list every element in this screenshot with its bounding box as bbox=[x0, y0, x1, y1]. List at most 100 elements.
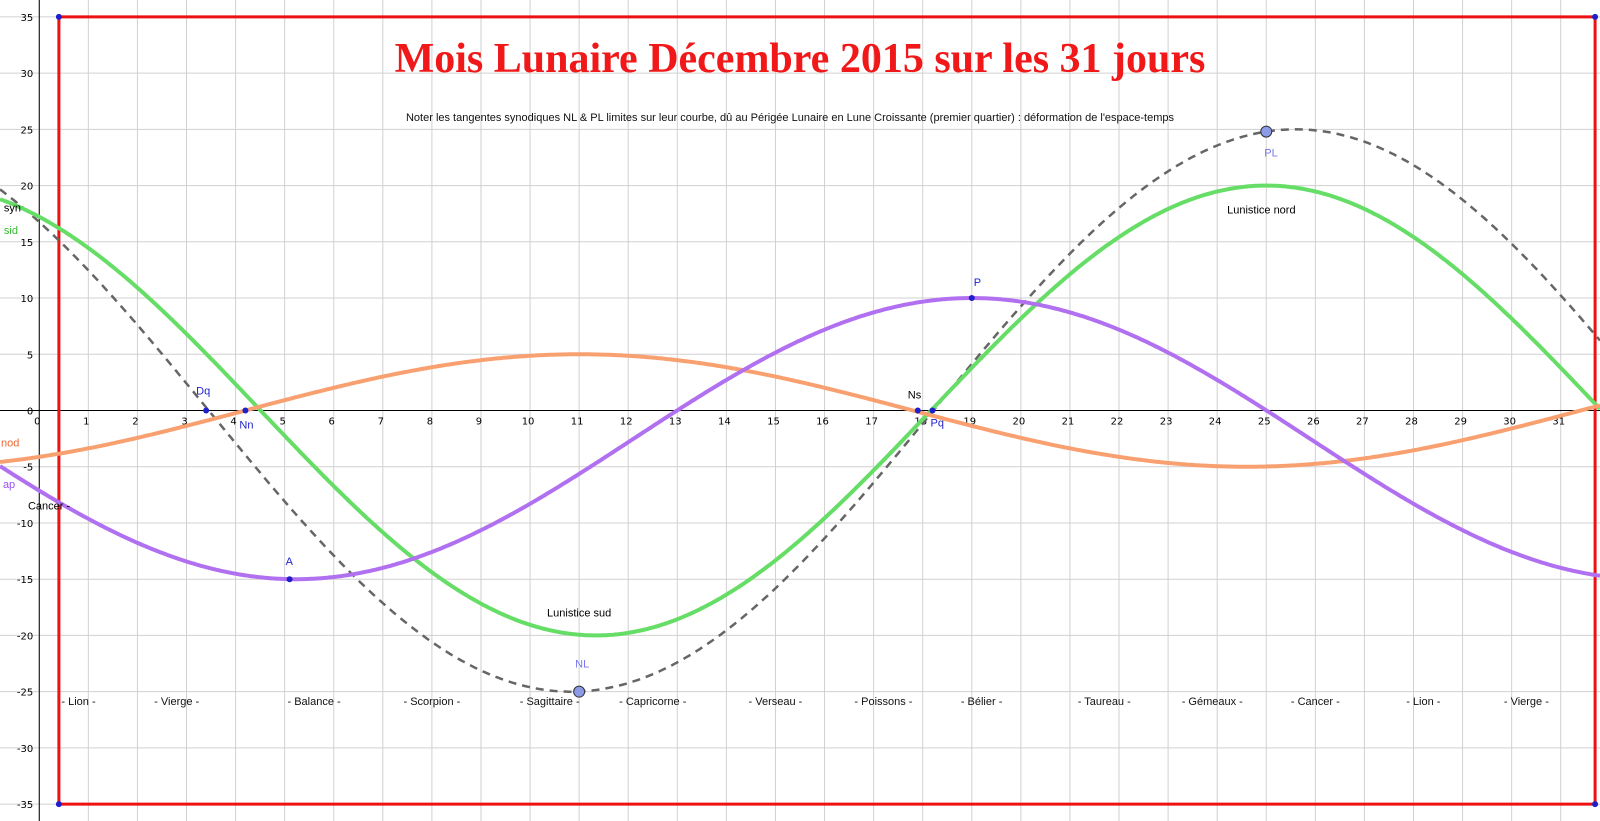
frame-corner-point bbox=[55, 801, 62, 808]
y-tick-label: 15 bbox=[21, 238, 34, 249]
y-tick-label: 30 bbox=[21, 69, 34, 80]
point-label-nl: NL bbox=[575, 659, 589, 671]
point-dq bbox=[203, 407, 210, 414]
y-tick-label: 5 bbox=[27, 350, 33, 361]
zodiac-label: - Lion - bbox=[61, 696, 96, 708]
x-tick-label: 30 bbox=[1503, 417, 1516, 428]
y-tick-label: -35 bbox=[17, 800, 33, 811]
x-tick-label: 2 bbox=[132, 417, 138, 428]
series-label-sid: sid bbox=[4, 225, 18, 237]
zodiac-label: - Vierge - bbox=[1504, 696, 1549, 708]
zodiac-label: - Lion - bbox=[1406, 696, 1441, 708]
x-tick-label: 16 bbox=[816, 417, 829, 428]
point-p bbox=[968, 295, 975, 302]
point-label-ns: Ns bbox=[908, 390, 922, 402]
x-tick-label: 15 bbox=[767, 417, 780, 428]
zodiac-label: - Verseau - bbox=[749, 696, 803, 708]
y-tick-label: -20 bbox=[17, 631, 33, 642]
frame-rect bbox=[57, 15, 1597, 806]
point-pq bbox=[929, 407, 936, 414]
point-label-pq: Pq bbox=[931, 418, 944, 430]
y-tick-label: 25 bbox=[21, 125, 34, 136]
y-tick-label: 10 bbox=[21, 294, 34, 305]
x-tick-label: 22 bbox=[1111, 417, 1124, 428]
zodiac-label: - Sagittaire - bbox=[520, 696, 580, 708]
x-tick-label: 14 bbox=[718, 417, 731, 428]
zodiac-label: - Balance - bbox=[288, 696, 342, 708]
y-tick-label: -25 bbox=[17, 688, 33, 699]
x-tick-label: 10 bbox=[522, 417, 535, 428]
y-tick-label: 35 bbox=[21, 13, 34, 24]
point-a bbox=[286, 576, 293, 583]
y-tick-labels: -35 -30 -25 -20 -15 -10 -5 0 5 10 15 20 25 30 35 bbox=[17, 13, 33, 811]
series-label-ap: ap bbox=[3, 479, 15, 491]
annotation: Cancer - bbox=[28, 500, 71, 512]
series-sid-line bbox=[0, 183, 1600, 638]
x-tick-label: 4 bbox=[230, 417, 236, 428]
x-tick-label: 31 bbox=[1552, 417, 1565, 428]
y-tick-label: 0 bbox=[27, 407, 33, 418]
point-label-nn: Nn bbox=[239, 420, 253, 432]
x-tick-label: 29 bbox=[1454, 417, 1467, 428]
x-tick-label: 3 bbox=[181, 417, 187, 428]
x-tick-labels: 0 1 2 3 4 5 6 7 8 9 10 11 12 13 14 15 16 17 18 19 20 21 22 23 24… bbox=[34, 417, 1565, 428]
x-tick-label: 21 bbox=[1062, 417, 1075, 428]
y-tick-label: 20 bbox=[21, 182, 34, 193]
annotation: Lunistice nord bbox=[1227, 205, 1296, 217]
y-tick-label: -10 bbox=[17, 519, 33, 530]
point-pl bbox=[1260, 125, 1273, 138]
x-tick-label: 17 bbox=[865, 417, 878, 428]
zodiac-label: - Poissons - bbox=[854, 696, 912, 708]
x-tick-label: 11 bbox=[571, 417, 584, 428]
series-nod-line bbox=[0, 352, 1600, 469]
x-tick-label: 1 bbox=[83, 417, 89, 428]
x-tick-label: 7 bbox=[378, 417, 384, 428]
frame-corner-point bbox=[1592, 801, 1599, 808]
point-label-p: P bbox=[974, 277, 981, 289]
frame-corner-point bbox=[55, 13, 62, 20]
x-tick-label: 27 bbox=[1356, 417, 1369, 428]
points: Dq Nn A NL Ns Pq P PL bbox=[196, 125, 1278, 698]
zodiac-label: - Capricorne - bbox=[619, 696, 687, 708]
annotation: Lunistice sud bbox=[547, 607, 611, 619]
y-tick-label: -15 bbox=[17, 575, 33, 586]
point-nl bbox=[573, 685, 586, 698]
x-tick-label: 5 bbox=[279, 417, 285, 428]
series-ap-line bbox=[0, 296, 1600, 582]
point-label-pl: PL bbox=[1264, 148, 1277, 160]
y-tick-label: -5 bbox=[23, 463, 33, 474]
series-label-nod: nod bbox=[1, 437, 19, 449]
x-tick-label: 6 bbox=[329, 417, 335, 428]
x-tick-label: 26 bbox=[1307, 417, 1320, 428]
red-frame bbox=[55, 13, 1599, 808]
zodiac-label: - Vierge - bbox=[154, 696, 199, 708]
point-label-a: A bbox=[286, 556, 294, 568]
x-tick-label: 23 bbox=[1160, 417, 1173, 428]
annotations: Lunistice nord Lunistice sud Cancer - syn si… bbox=[1, 202, 1549, 708]
series-label-syn: syn bbox=[4, 202, 21, 214]
point-ns bbox=[914, 407, 921, 414]
point-label-dq: Dq bbox=[196, 386, 210, 398]
x-tick-label: 8 bbox=[427, 417, 433, 428]
x-tick-label: 24 bbox=[1209, 417, 1222, 428]
chart-subtitle: Noter les tangentes synodiques NL & PL l… bbox=[406, 112, 1175, 124]
zodiac-label: - Cancer - bbox=[1291, 696, 1340, 708]
x-tick-label: 13 bbox=[669, 417, 682, 428]
x-tick-label: 25 bbox=[1258, 417, 1271, 428]
zodiac-label: - Bélier - bbox=[961, 696, 1003, 708]
x-tick-label: 9 bbox=[476, 417, 482, 428]
x-tick-label: 0 bbox=[34, 417, 40, 428]
series-syn-line bbox=[0, 128, 1600, 693]
zodiac-label: - Taureau - bbox=[1078, 696, 1131, 708]
y-tick-label: -30 bbox=[17, 744, 33, 755]
x-tick-label: 12 bbox=[620, 417, 633, 428]
x-tick-label: 28 bbox=[1405, 417, 1418, 428]
zodiac-label: - Gémeaux - bbox=[1182, 696, 1243, 708]
x-tick-label: 19 bbox=[963, 417, 976, 428]
curves bbox=[0, 128, 1600, 693]
x-tick-label: 20 bbox=[1012, 417, 1025, 428]
point-nn bbox=[242, 407, 249, 414]
zodiac-label: - Scorpion - bbox=[403, 696, 460, 708]
